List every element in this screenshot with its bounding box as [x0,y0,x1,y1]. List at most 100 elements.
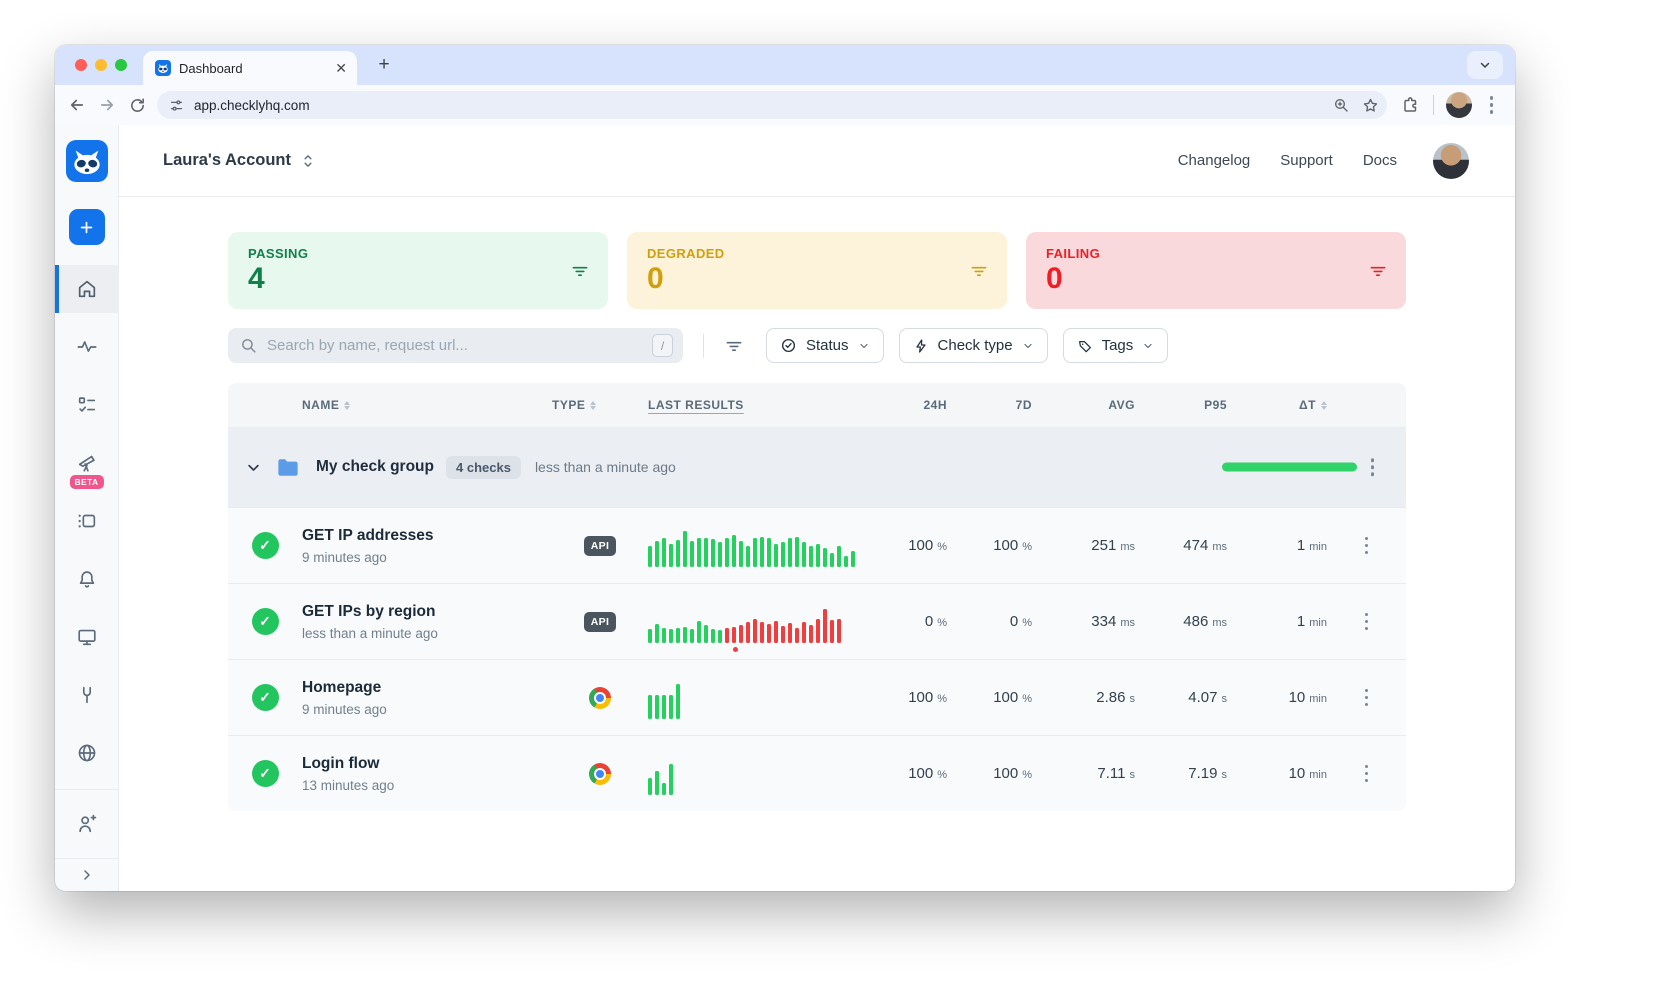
failing-filter-icon[interactable] [1368,261,1388,281]
nav-link-docs[interactable]: Docs [1362,152,1397,169]
result-bar[interactable] [662,694,666,719]
last-results-chart[interactable] [648,677,858,719]
new-tab-button[interactable]: + [378,54,390,75]
column-delta-t[interactable]: ΔT [1227,398,1327,412]
sidebar-item-maintenance[interactable] [55,497,118,545]
result-bar[interactable] [753,618,757,643]
result-bar[interactable] [697,537,701,567]
result-bar[interactable] [795,627,799,643]
result-bar[interactable] [662,627,666,643]
create-new-button[interactable] [68,209,105,245]
result-bar[interactable] [837,545,841,567]
check-row[interactable]: ✓ Homepage 9 minutes ago 100 % 100 % 2.8… [228,659,1406,735]
user-avatar[interactable] [1433,142,1469,179]
result-bar[interactable] [767,537,771,567]
result-bar[interactable] [816,543,820,567]
result-bar[interactable] [830,619,834,643]
browser-menu-icon[interactable] [1484,90,1500,120]
column-name[interactable]: NAME [302,398,552,412]
column-type[interactable]: TYPE [552,398,648,412]
result-bar[interactable] [683,530,687,567]
url-bar[interactable]: app.checklyhq.com [157,91,1387,119]
result-bar[interactable] [830,552,834,567]
collapse-sidebar-button[interactable] [55,858,118,891]
result-bar[interactable] [746,545,750,567]
site-settings-icon[interactable] [169,98,184,113]
search-input[interactable] [267,337,642,354]
result-bar[interactable] [746,621,750,643]
result-bar[interactable] [816,618,820,643]
result-bar[interactable] [802,541,806,567]
check-row[interactable]: ✓ GET IPs by region less than a minute a… [228,583,1406,659]
sidebar-item-settings[interactable] [55,671,118,719]
result-bar[interactable] [844,555,848,567]
column-avg[interactable]: AVG [1108,398,1135,412]
check-row[interactable]: ✓ Login flow 13 minutes ago 100 % 100 % … [228,735,1406,811]
last-results-chart[interactable] [648,601,858,652]
browser-profile-avatar[interactable] [1445,92,1472,118]
column-24h[interactable]: 24H [923,398,947,412]
result-bar[interactable] [732,626,736,643]
search-box[interactable]: / [228,328,683,363]
reload-button[interactable] [127,95,147,115]
column-last-results[interactable]: LAST RESULTS [648,398,744,412]
check-row[interactable]: ✓ GET IP addresses 9 minutes ago API 100… [228,507,1406,583]
result-bar[interactable] [648,777,652,795]
bookmark-star-icon[interactable] [1361,95,1381,115]
result-bar[interactable] [690,628,694,643]
result-bar[interactable] [788,537,792,567]
sidebar-item-private-locations[interactable] [55,729,118,777]
passing-filter-icon[interactable] [570,261,590,281]
close-window-button[interactable] [75,59,87,71]
row-menu-icon[interactable] [1359,607,1375,637]
result-bar[interactable] [690,540,694,567]
browser-tab[interactable]: Dashboard ✕ [143,51,357,85]
failing-card[interactable]: FAILING 0 [1026,232,1406,309]
result-bar[interactable] [676,683,680,719]
result-bar[interactable] [711,538,715,567]
group-collapse-icon[interactable] [246,460,261,475]
result-bar[interactable] [648,545,652,567]
result-bar[interactable] [788,622,792,643]
result-bar[interactable] [809,624,813,643]
result-bar[interactable] [774,620,778,643]
row-menu-icon[interactable] [1359,683,1375,713]
account-switcher[interactable]: Laura's Account [163,151,315,170]
result-bar[interactable] [774,543,778,567]
degraded-filter-icon[interactable] [969,261,989,281]
result-bar[interactable] [711,628,715,643]
result-bar[interactable] [655,694,659,719]
result-bar[interactable] [697,620,701,643]
result-bar[interactable] [739,624,743,643]
checkly-logo[interactable] [65,140,108,182]
result-bar[interactable] [760,621,764,643]
tags-filter-dropdown[interactable]: Tags [1062,328,1169,363]
passing-card[interactable]: PASSING 4 [228,232,608,309]
check-name-cell[interactable]: GET IP addresses 9 minutes ago [302,527,552,565]
check-name[interactable]: GET IPs by region [302,602,436,620]
check-name[interactable]: Homepage [302,678,382,696]
result-bar[interactable] [732,534,736,567]
check-name-cell[interactable]: Login flow 13 minutes ago [302,755,552,793]
last-results-chart[interactable] [648,753,858,795]
result-bar[interactable] [676,627,680,643]
result-bar[interactable] [662,537,666,567]
result-bar[interactable] [683,626,687,643]
sidebar-item-explore-beta[interactable]: BETA [55,439,118,489]
nav-link-support[interactable]: Support [1280,152,1333,169]
result-bar[interactable] [676,539,680,567]
result-bar[interactable] [823,547,827,567]
result-bar[interactable] [655,770,659,795]
degraded-card[interactable]: DEGRADED 0 [627,232,1007,309]
result-bar[interactable] [648,628,652,643]
result-bar[interactable] [718,629,722,643]
result-bar[interactable] [795,536,799,567]
result-bar[interactable] [669,694,673,719]
result-bar[interactable] [781,541,785,567]
check-name[interactable]: GET IP addresses [302,526,434,544]
sidebar-item-alerts[interactable] [55,555,118,603]
sidebar-item-invite-user[interactable] [55,800,118,848]
back-button[interactable] [67,95,87,115]
zoom-icon[interactable] [1331,95,1351,115]
tab-close-icon[interactable]: ✕ [335,59,347,76]
